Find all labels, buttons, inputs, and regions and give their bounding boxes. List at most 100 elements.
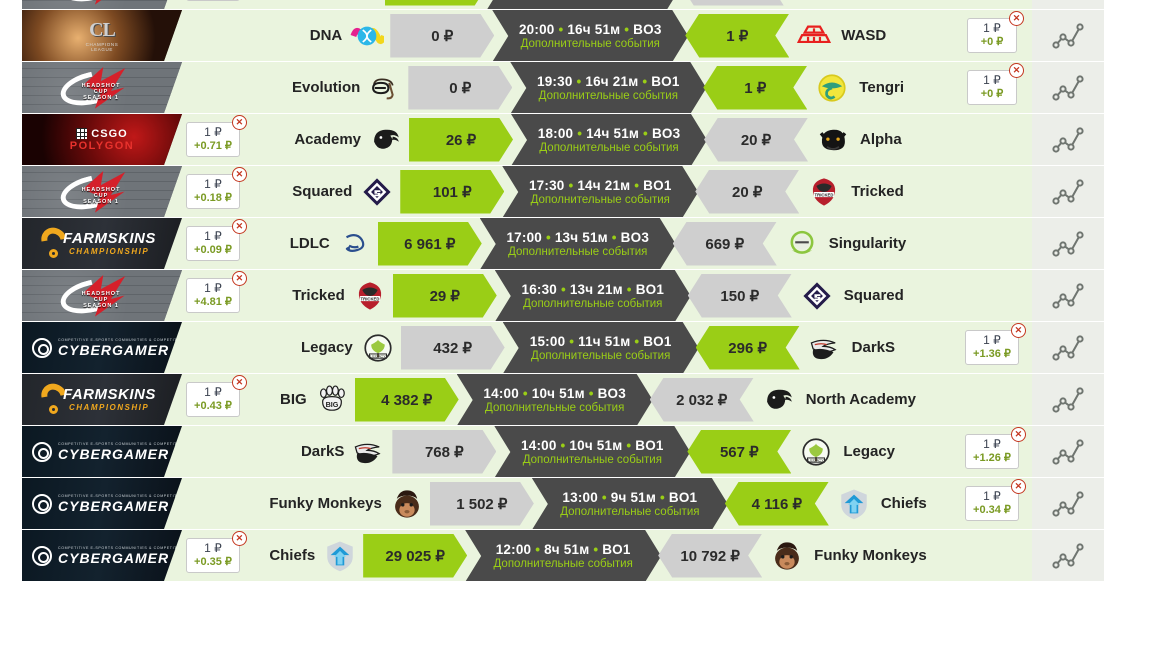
- odds-chart-button[interactable]: [1032, 374, 1104, 425]
- left-team[interactable]: BIG BIG: [244, 374, 355, 425]
- match-info-panel[interactable]: 20:00 • 16ч 51м • BO3 Дополнительные собы…: [492, 10, 688, 62]
- odds-chart-button[interactable]: [1032, 478, 1104, 529]
- right-team[interactable]: North Academy: [754, 374, 952, 425]
- odds-chart-button[interactable]: [1032, 0, 1104, 9]
- left-pool-amount[interactable]: 101 ₽: [400, 170, 504, 214]
- extra-events-link[interactable]: Дополнительные события: [520, 38, 660, 50]
- left-team[interactable]: DarkS: [244, 426, 392, 477]
- remove-bet-icon[interactable]: ✕: [231, 219, 247, 235]
- match-row[interactable]: FARMSKINS CHAMPIONSHIP 1 ₽ +0.43 ₽ ✕ BIG BIG 4 …: [22, 374, 1104, 426]
- match-row[interactable]: HEADSHOT CUP SEASON 1 Evolution 0 ₽19:30 • 1…: [22, 62, 1104, 114]
- bet-badge-left[interactable]: 1 ₽ +0.09 ₽ ✕: [186, 219, 247, 261]
- left-pool-amount[interactable]: 6 961 ₽: [378, 222, 482, 266]
- tournament-cell[interactable]: CL CHAMPIONS LEAGUE: [22, 10, 182, 61]
- tournament-cell[interactable]: COMPETITIVE E-SPORTS COMMUNITIES & COMPE…: [22, 322, 182, 373]
- right-team[interactable]: Alpha: [808, 114, 952, 165]
- right-team[interactable]: Funky Monkeys: [762, 530, 952, 581]
- left-team[interactable]: DNA: [244, 10, 390, 61]
- tournament-cell[interactable]: FARMSKINS CHAMPIONSHIP: [22, 218, 182, 269]
- right-pool-amount[interactable]: 1 ₽: [685, 14, 789, 58]
- match-row[interactable]: HEADSHOT CUP SEASON 1 1 ₽ +0.18 ₽ ✕ Squared 101…: [22, 166, 1104, 218]
- remove-bet-icon[interactable]: ✕: [231, 167, 247, 183]
- left-pool-amount[interactable]: 768 ₽: [392, 430, 496, 474]
- bet-badge-left[interactable]: 1 ₽ +0.43 ₽ ✕: [186, 375, 247, 417]
- right-team[interactable]: Singularity: [777, 218, 952, 269]
- odds-chart-button[interactable]: [1032, 270, 1104, 321]
- right-pool-amount[interactable]: 20 ₽: [695, 170, 799, 214]
- odds-chart-button[interactable]: [1032, 166, 1104, 217]
- left-team[interactable]: Tricked TRICKED: [244, 270, 393, 321]
- remove-bet-icon[interactable]: ✕: [1009, 11, 1024, 27]
- match-row[interactable]: COMPETITIVE E-SPORTS COMMUNITIES & COMPE…: [22, 322, 1104, 374]
- right-pool-amount[interactable]: 10 792 ₽: [658, 534, 762, 578]
- left-pool-amount[interactable]: 432 ₽: [401, 326, 505, 370]
- odds-chart-button[interactable]: [1032, 62, 1104, 113]
- right-pool-amount[interactable]: 669 ₽: [673, 222, 777, 266]
- right-pool-amount[interactable]: 4 116 ₽: [725, 482, 829, 526]
- match-info-panel[interactable]: 13:00 • 9ч 51м • BO1 Дополнительные событ…: [532, 478, 728, 530]
- left-pool-amount[interactable]: 32 ₽: [385, 0, 489, 6]
- extra-events-link[interactable]: Дополнительные события: [493, 558, 633, 570]
- right-team[interactable]: Squared: [792, 270, 952, 321]
- right-pool-amount[interactable]: 296 ₽: [696, 326, 800, 370]
- right-pool-amount[interactable]: 567 ₽: [687, 430, 791, 474]
- odds-chart-button[interactable]: [1032, 322, 1104, 373]
- right-team[interactable]: LEGACY Legacy: [791, 426, 952, 477]
- bet-badge-left[interactable]: 1 ₽ +0.35 ₽ ✕: [186, 531, 247, 573]
- match-row[interactable]: HEADSHOT CUP SEASON 1 1 ₽ +4.81 ₽ ✕ Tricked TRI…: [22, 270, 1104, 322]
- tournament-cell[interactable]: COMPETITIVE E-SPORTS COMMUNITIES & COMPE…: [22, 426, 182, 477]
- right-team[interactable]: Chiefs: [829, 478, 952, 529]
- right-pool-amount[interactable]: 1 ₽: [703, 66, 807, 110]
- match-row[interactable]: COMPETITIVE E-SPORTS COMMUNITIES & COMPE…: [22, 426, 1104, 478]
- right-team[interactable]: WASD: [789, 10, 952, 61]
- left-team[interactable]: Legacy LEGACY: [244, 322, 401, 373]
- remove-bet-icon[interactable]: ✕: [231, 375, 247, 391]
- match-row[interactable]: CSGO POLYGON 1 ₽ +0.71 ₽ ✕ Academy 26 ₽18:00 •…: [22, 114, 1104, 166]
- odds-chart-button[interactable]: [1032, 218, 1104, 269]
- right-team[interactable]: Evolution: [784, 0, 952, 9]
- match-info-panel[interactable]: 16:30 • 13ч 21м • BO1 Дополнительные собы…: [495, 270, 691, 322]
- match-row[interactable]: COMPETITIVE E-SPORTS COMMUNITIES & COMPE…: [22, 478, 1104, 530]
- left-pool-amount[interactable]: 1 502 ₽: [430, 482, 534, 526]
- remove-bet-icon[interactable]: ✕: [1010, 427, 1026, 443]
- remove-bet-icon[interactable]: ✕: [231, 531, 247, 547]
- left-team[interactable]: Evolution: [244, 62, 408, 113]
- left-pool-amount[interactable]: 26 ₽: [409, 118, 513, 162]
- match-row[interactable]: COMPETITIVE E-SPORTS COMMUNITIES & COMPE…: [22, 530, 1104, 582]
- extra-events-link[interactable]: Дополнительные события: [508, 246, 648, 258]
- remove-bet-icon[interactable]: ✕: [1010, 323, 1026, 339]
- left-team[interactable]: LDLC: [244, 218, 378, 269]
- bet-badge-right[interactable]: 1 ₽ +1.26 ₽ ✕: [965, 427, 1026, 469]
- left-pool-amount[interactable]: 0 ₽: [408, 66, 512, 110]
- tournament-cell[interactable]: FARMSKINS CHAMPIONSHIP: [22, 374, 182, 425]
- remove-bet-icon[interactable]: ✕: [231, 271, 247, 287]
- bet-badge-left[interactable]: 1 ₽ +0.18 ₽ ✕: [186, 167, 247, 209]
- left-pool-amount[interactable]: 29 025 ₽: [363, 534, 467, 578]
- bet-badge-right[interactable]: 1 ₽ +0.34 ₽ ✕: [965, 479, 1026, 521]
- match-info-panel[interactable]: 19:30 • 16ч 21м • BO1 Дополнительные собы…: [510, 62, 706, 114]
- tournament-cell[interactable]: COMPETITIVE E-SPORTS COMMUNITIES & COMPE…: [22, 478, 182, 529]
- extra-events-link[interactable]: Дополнительные события: [523, 298, 663, 310]
- match-info-panel[interactable]: 18:00 • 14ч 51м • BO3 Дополнительные собы…: [511, 114, 707, 166]
- right-team[interactable]: DarkS: [800, 322, 952, 373]
- odds-chart-button[interactable]: [1032, 10, 1104, 61]
- right-pool-amount[interactable]: 20 ₽: [704, 118, 808, 162]
- right-pool-amount[interactable]: 41 ₽: [680, 0, 784, 6]
- match-info-panel[interactable]: 17:00 • 13ч 51м • BO3 Дополнительные собы…: [480, 218, 676, 270]
- left-team[interactable]: Squared: [244, 166, 400, 217]
- remove-bet-icon[interactable]: ✕: [1009, 63, 1024, 79]
- extra-events-link[interactable]: Дополнительные события: [538, 90, 678, 102]
- bet-badge-left[interactable]: 1 ₽ +4.81 ₽ ✕: [186, 271, 247, 313]
- match-info-panel[interactable]: 17:30 • 14ч 21м • BO1 Дополнительные собы…: [502, 166, 698, 218]
- match-info-panel[interactable]: 12:00 • 8ч 51м • BO1 Дополнительные событ…: [465, 530, 661, 582]
- left-pool-amount[interactable]: 0 ₽: [390, 14, 494, 58]
- match-info-panel[interactable]: 14:00 • 10ч 51м • BO1 Дополнительные собы…: [494, 426, 690, 478]
- odds-chart-button[interactable]: [1032, 530, 1104, 581]
- extra-events-link[interactable]: Дополнительные события: [530, 194, 670, 206]
